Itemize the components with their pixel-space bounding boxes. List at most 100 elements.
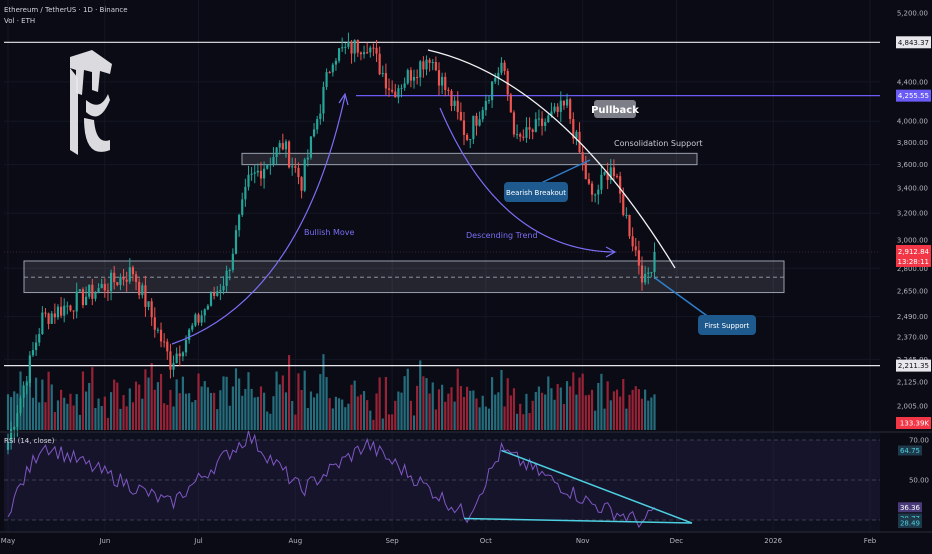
volume-bar <box>10 397 13 430</box>
volume-bar <box>556 384 559 430</box>
time-tick-label: Aug <box>288 537 302 545</box>
candle-body <box>612 167 615 177</box>
rsi-value-tag <box>898 445 922 456</box>
volume-bar <box>590 389 594 430</box>
candle-body <box>128 267 131 282</box>
candle-body <box>572 119 575 139</box>
candle-body <box>209 292 213 306</box>
level-price-text: 4,843.37 <box>898 39 929 47</box>
candle-body <box>247 174 250 187</box>
candle-body <box>147 301 150 307</box>
volume-bar <box>28 361 31 430</box>
candle-body <box>159 329 163 342</box>
candle-body <box>60 306 63 316</box>
volume-bar <box>309 391 313 430</box>
volume-bar <box>466 386 469 430</box>
volume-bar <box>78 414 81 430</box>
candle-body <box>134 274 138 282</box>
volume-bar <box>319 374 322 430</box>
candle-body <box>294 166 297 168</box>
candle-body <box>312 129 316 137</box>
candle-body <box>84 296 88 306</box>
volume-bar <box>447 393 450 430</box>
level-price-tag <box>896 89 931 102</box>
volume-bar <box>375 393 378 430</box>
candle-body <box>122 276 125 280</box>
candle-body <box>359 52 363 55</box>
volume-bar <box>222 376 225 430</box>
candle-body <box>125 279 128 282</box>
volume-bar <box>328 398 331 430</box>
candle-body <box>356 40 359 53</box>
candle-body <box>116 282 119 285</box>
candle-body <box>456 100 459 112</box>
volume-bar <box>81 371 85 430</box>
candle-body <box>556 106 559 112</box>
volume-bar <box>569 386 572 430</box>
volume-bar <box>544 394 547 430</box>
candle-body <box>72 310 75 312</box>
volume-bar <box>172 406 175 430</box>
volume-bar <box>487 408 491 430</box>
volume-bar <box>191 402 194 430</box>
volume-bar <box>178 393 181 430</box>
candle-body <box>141 285 144 296</box>
volume-bar <box>56 400 60 430</box>
volume-bar <box>41 379 44 430</box>
candle-body <box>188 329 191 340</box>
volume-bar <box>184 393 188 430</box>
candle-body <box>166 341 169 352</box>
volume-bar <box>150 363 153 430</box>
volume-bar <box>497 392 500 430</box>
volume-bar <box>169 389 172 430</box>
volume-bar <box>272 396 275 430</box>
candle-body <box>550 111 553 116</box>
volume-bar <box>515 413 519 430</box>
volume-bar <box>637 389 640 430</box>
candle-body <box>347 41 350 47</box>
candle-body <box>303 159 306 191</box>
candle-body <box>434 61 437 71</box>
candle-body <box>241 199 244 215</box>
volume-bar <box>644 389 647 430</box>
tc-logo-c-lower <box>84 118 110 152</box>
candle-body <box>319 113 322 120</box>
volume-bar <box>356 396 359 430</box>
candle-body <box>216 291 219 296</box>
volume-bar <box>163 403 166 430</box>
candle-body <box>25 383 28 386</box>
volume-bar <box>94 407 97 430</box>
volume-bar <box>625 408 628 430</box>
volume-bar <box>462 396 466 430</box>
volume-bar <box>238 378 241 430</box>
candle-body <box>331 64 334 73</box>
candle-body <box>391 89 394 92</box>
candle-body <box>441 76 444 86</box>
candle-body <box>400 87 403 89</box>
volume-bar <box>615 389 619 430</box>
volume-bar <box>294 414 297 430</box>
candle-body <box>491 81 494 101</box>
volume-bar <box>456 368 459 430</box>
volume-bar <box>553 399 556 430</box>
volume-bar <box>306 407 309 430</box>
volume-bar <box>412 415 416 430</box>
volume-bar <box>269 413 272 430</box>
first-support-pointer <box>654 277 711 319</box>
volume-bar <box>353 380 356 430</box>
volume-bar <box>31 397 35 430</box>
candle-body <box>56 306 60 318</box>
pullback-label: Pullback <box>591 105 639 116</box>
level-price-tag <box>896 36 931 49</box>
volume-bar <box>13 391 16 430</box>
volume-tag <box>896 417 931 429</box>
volume-bar <box>409 400 412 430</box>
candle-body <box>309 136 313 158</box>
volume-bar <box>578 377 581 430</box>
volume-bar <box>109 392 113 430</box>
candle-body <box>284 141 288 150</box>
price-tick-label: 3,000.00 <box>897 236 928 244</box>
volume-bar <box>278 384 281 430</box>
candle-body <box>94 292 97 299</box>
candle-body <box>341 47 344 49</box>
